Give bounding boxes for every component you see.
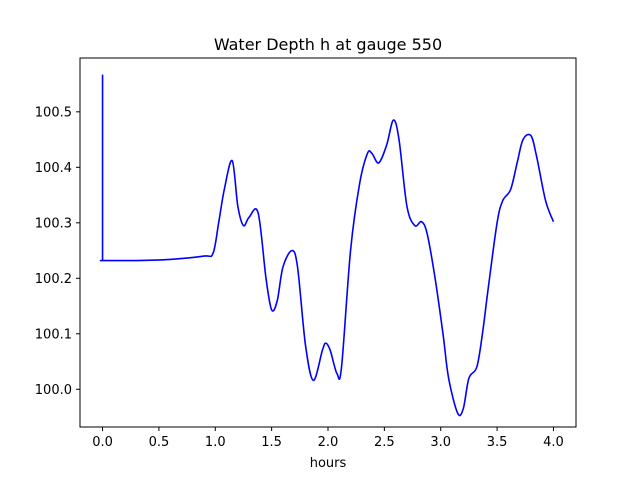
y-tick-label: 100.3 <box>35 216 72 231</box>
x-axis-label: hours <box>310 456 347 471</box>
x-tick-label: 1.5 <box>261 435 282 450</box>
x-tick-label: 0.5 <box>149 435 170 450</box>
y-axis-ticks: 100.0 100.1 100.2 100.3 100.4 100.5 <box>35 105 80 398</box>
x-tick-label: 3.5 <box>487 435 508 450</box>
x-tick-label: 1.0 <box>205 435 226 450</box>
y-tick-label: 100.5 <box>35 105 72 120</box>
x-tick-label: 2.0 <box>318 435 339 450</box>
y-tick-label: 100.0 <box>35 383 72 398</box>
series-layer <box>99 74 555 417</box>
x-tick-label: 0.0 <box>92 435 113 450</box>
series-line-0 <box>99 74 555 417</box>
y-tick-label: 100.1 <box>35 327 72 342</box>
y-tick-label: 100.2 <box>35 272 72 287</box>
x-tick-label: 3.0 <box>430 435 451 450</box>
y-tick-label: 100.4 <box>35 161 72 176</box>
x-axis-ticks: 0.0 0.5 1.0 1.5 2.0 2.5 3.0 3.5 4.0 <box>92 427 564 450</box>
x-tick-label: 2.5 <box>374 435 395 450</box>
chart-title: Water Depth h at gauge 550 <box>214 35 442 54</box>
x-tick-label: 4.0 <box>543 435 564 450</box>
